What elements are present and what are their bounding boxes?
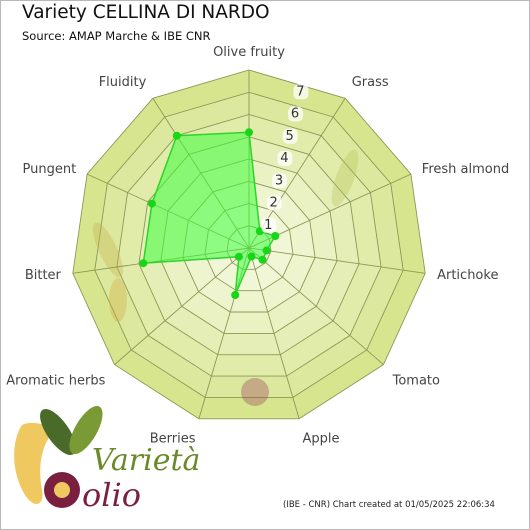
logo-text-varieta: Varietà xyxy=(92,443,200,478)
tick-label-5: 5 xyxy=(286,129,294,144)
tick-label-bg xyxy=(293,84,309,100)
tick-label-bg xyxy=(261,217,277,233)
tick-label-bg xyxy=(277,151,293,166)
spoke-7 xyxy=(114,247,250,365)
spoke-4 xyxy=(248,247,384,365)
tick-label-bg xyxy=(272,173,287,189)
axis-label-apple: Apple xyxy=(303,431,340,446)
axis-labels: Olive fruity Grass Fresh almond Artichoke To… xyxy=(6,45,509,446)
data-point-10[interactable] xyxy=(172,131,181,140)
data-point-4[interactable] xyxy=(258,255,267,264)
chart-title: Variety CELLINA DI NARDO xyxy=(22,2,270,23)
watermark-logo xyxy=(92,149,359,406)
axis-label-olive-fruity: Olive fruity xyxy=(213,45,285,60)
axis-label-berries: Berries xyxy=(150,431,196,446)
tick-label-6: 6 xyxy=(291,107,299,122)
data-point-5[interactable] xyxy=(247,252,256,261)
data-point-7[interactable] xyxy=(234,252,243,261)
series-area xyxy=(139,128,280,299)
data-point-8[interactable] xyxy=(139,259,148,268)
tick-label-7: 7 xyxy=(296,84,304,99)
chart-credit: (IBE - CNR) Chart created at 01/05/2025 … xyxy=(283,500,495,510)
tick-label-bg xyxy=(288,106,303,122)
axis-label-grass: Grass xyxy=(352,75,389,90)
axis-label-pungent: Pungent xyxy=(23,162,77,177)
tick-label-4: 4 xyxy=(280,151,288,166)
axis-label-aromatic-herbs: Aromatic herbs xyxy=(6,373,105,388)
axis-label-fresh-almond: Fresh almond xyxy=(422,162,509,177)
data-point-9[interactable] xyxy=(147,199,156,208)
chart-subtitle: Source: AMAP Marche & IBE CNR xyxy=(22,29,211,43)
data-point-0[interactable] xyxy=(245,128,253,137)
data-point-2[interactable] xyxy=(271,232,280,240)
spoke-3 xyxy=(248,247,426,274)
axis-label-fluidity: Fluidity xyxy=(99,75,147,90)
data-point-3[interactable] xyxy=(262,246,271,255)
tick-labels: 1 2 3 4 5 6 7 xyxy=(261,84,309,233)
tick-label-1: 1 xyxy=(264,218,272,233)
logo-text-olio: olio xyxy=(82,476,141,514)
tick-label-bg xyxy=(266,195,282,211)
axis-label-bitter: Bitter xyxy=(25,268,62,283)
axis-label-artichoke: Artichoke xyxy=(437,268,498,283)
data-point-6[interactable] xyxy=(231,291,240,299)
tick-label-bg xyxy=(282,128,298,144)
varieta-olio-logo: Varietà olio xyxy=(14,405,200,514)
spoke-5 xyxy=(248,247,300,419)
tick-label-3: 3 xyxy=(275,173,283,188)
axis-label-tomato: Tomato xyxy=(392,373,440,388)
tick-label-2: 2 xyxy=(270,196,278,211)
